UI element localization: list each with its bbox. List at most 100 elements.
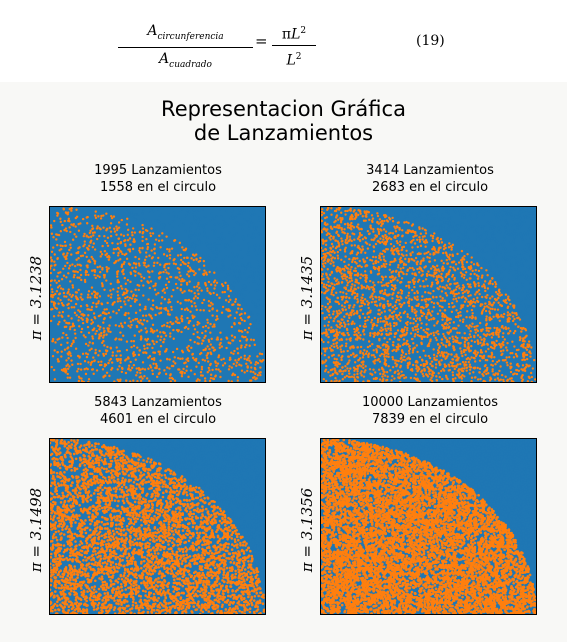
scatter-point bbox=[202, 259, 206, 263]
scatter-point bbox=[473, 325, 476, 329]
scatter-point bbox=[357, 213, 360, 217]
scatter-point bbox=[351, 217, 354, 221]
scatter-point bbox=[520, 344, 523, 348]
scatter-point bbox=[340, 272, 343, 275]
scatter-point bbox=[171, 232, 174, 236]
scatter-point bbox=[242, 223, 246, 227]
scatter-point bbox=[513, 230, 516, 233]
scatter-point bbox=[529, 245, 532, 249]
scatter-point bbox=[254, 363, 257, 366]
scatter-point bbox=[407, 294, 410, 297]
scatter-point bbox=[344, 287, 348, 291]
scatter-point bbox=[155, 305, 158, 309]
scatter-point bbox=[400, 354, 403, 357]
scatter-point bbox=[370, 238, 373, 241]
scatter-point bbox=[70, 295, 73, 299]
scatter-point bbox=[85, 355, 89, 359]
scatter-point bbox=[350, 309, 354, 312]
scatter-point bbox=[163, 264, 166, 267]
scatter-point bbox=[371, 217, 375, 220]
scatter-point bbox=[445, 210, 448, 213]
scatter-point bbox=[167, 212, 170, 216]
scatter-point bbox=[76, 276, 79, 279]
scatter-point bbox=[372, 255, 375, 259]
scatter-point bbox=[149, 208, 152, 212]
scatter-point bbox=[469, 349, 472, 352]
scatter-point bbox=[115, 312, 118, 315]
scatter-point bbox=[107, 311, 111, 315]
scatter-point bbox=[452, 230, 455, 234]
scatter-point bbox=[342, 332, 345, 335]
scatter-point bbox=[134, 358, 137, 361]
scatter-point bbox=[441, 368, 445, 371]
scatter-point bbox=[506, 319, 510, 322]
scatter-point bbox=[383, 350, 387, 354]
scatter-point bbox=[449, 265, 452, 269]
scatter-point bbox=[76, 297, 79, 301]
scatter-point bbox=[161, 324, 164, 328]
scatter-point bbox=[232, 362, 235, 366]
scatter-point bbox=[457, 242, 460, 245]
scatter-point bbox=[252, 276, 255, 279]
scatter-point bbox=[222, 218, 225, 221]
scatter-point bbox=[321, 304, 324, 308]
scatter-point bbox=[248, 246, 251, 249]
scatter-point bbox=[497, 315, 501, 319]
scatter-point bbox=[329, 273, 332, 276]
scatter-point bbox=[153, 243, 157, 246]
scatter-point bbox=[69, 280, 72, 283]
scatter-point bbox=[458, 319, 462, 322]
scatter-point bbox=[340, 211, 343, 214]
scatter-point bbox=[172, 259, 175, 262]
scatter-point bbox=[415, 367, 418, 370]
scatter-point bbox=[359, 351, 362, 355]
scatter-point bbox=[170, 295, 173, 298]
scatter-point bbox=[208, 379, 212, 382]
scatter-point bbox=[415, 263, 419, 266]
scatter-point bbox=[416, 280, 420, 283]
scatter-point bbox=[499, 228, 502, 231]
scatter-point bbox=[461, 211, 464, 214]
scatter-point bbox=[105, 308, 108, 311]
scatter-point bbox=[144, 305, 147, 309]
scatter-point bbox=[67, 298, 70, 301]
scatter-point bbox=[359, 212, 362, 215]
scatter-point bbox=[261, 265, 264, 269]
scatter-point bbox=[74, 295, 78, 298]
scatter-point bbox=[388, 337, 392, 341]
scatter-point bbox=[368, 368, 372, 371]
scatter-point bbox=[525, 243, 528, 247]
scatter-point bbox=[92, 312, 96, 315]
scatter-point bbox=[209, 362, 212, 366]
scatter-point bbox=[79, 305, 83, 308]
scatter-point bbox=[125, 223, 129, 226]
scatter-point bbox=[50, 319, 53, 323]
scatter-point bbox=[81, 217, 85, 221]
scatter-point bbox=[50, 279, 53, 283]
scatter-point bbox=[92, 234, 95, 237]
scatter-point bbox=[468, 215, 471, 218]
scatter-point bbox=[345, 327, 349, 331]
scatter-point bbox=[129, 320, 132, 323]
scatter-point bbox=[256, 313, 259, 316]
scatter-point bbox=[423, 298, 426, 302]
scatter-point bbox=[62, 304, 65, 307]
scatter-point bbox=[531, 300, 534, 303]
scatter-point bbox=[91, 342, 95, 345]
scatter-point bbox=[147, 298, 150, 301]
scatter-point bbox=[121, 293, 125, 296]
scatter-point bbox=[469, 294, 472, 297]
scatter-point bbox=[258, 352, 262, 355]
scatter-point bbox=[87, 273, 90, 277]
scatter-point bbox=[389, 329, 392, 332]
scatter-point bbox=[485, 269, 488, 272]
scatter-point bbox=[97, 215, 100, 218]
scatter-point bbox=[491, 359, 495, 363]
scatter-point bbox=[406, 212, 409, 216]
scatter-point bbox=[162, 270, 165, 274]
scatter-point bbox=[453, 367, 456, 371]
scatter-point bbox=[462, 276, 466, 279]
scatter-point bbox=[426, 208, 429, 212]
scatter-point bbox=[353, 327, 356, 331]
scatter-point bbox=[482, 333, 486, 336]
